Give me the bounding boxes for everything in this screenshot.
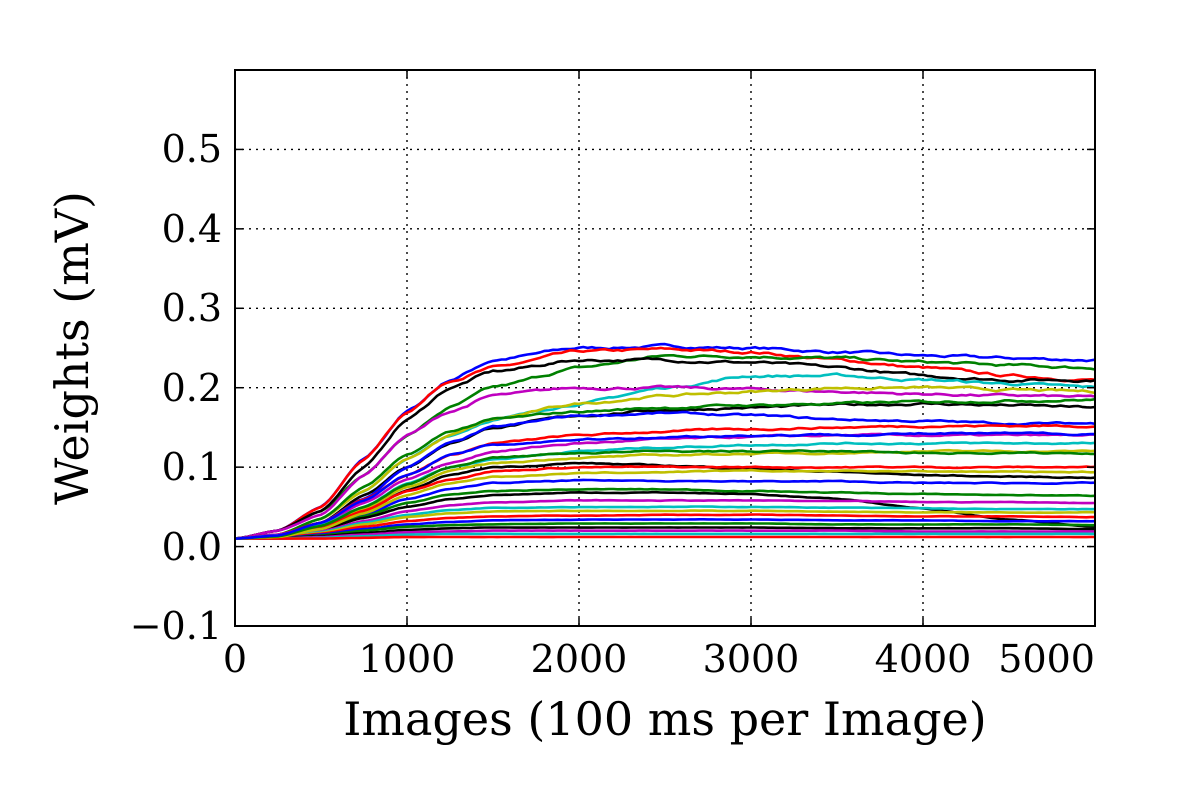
y-tick-labels: −0.1 0.0 0.1 0.2 0.3 0.4 0.5 [130, 127, 222, 648]
x-axis-label: Images (100 ms per Image) [343, 692, 986, 746]
plot-frame [234, 69, 1096, 627]
x-tick-label: 1000 [359, 637, 456, 681]
series-line-4 [234, 356, 1096, 540]
series-line-22 [235, 509, 1095, 540]
series-line-2 [234, 346, 1096, 540]
series-line-8 [234, 401, 1096, 540]
series-line-29 [235, 535, 1095, 540]
series-line-6 [234, 384, 1096, 540]
series-line-30 [234, 468, 1096, 540]
series-line-27 [235, 529, 1095, 540]
x-tick-label: 5000 [998, 637, 1095, 681]
y-tick-label: 0.3 [162, 286, 222, 330]
series-line-15 [234, 448, 1096, 540]
y-tick-label: 0.5 [162, 127, 222, 171]
x-tick-label: 2000 [531, 637, 628, 681]
series-group [234, 342, 1096, 540]
series-line-21 [235, 505, 1096, 540]
x-tick-label: 0 [223, 637, 247, 681]
series-line-20 [235, 498, 1096, 540]
x-tick-label: 4000 [875, 637, 972, 681]
series-line-24 [235, 517, 1096, 540]
series-line-26 [235, 526, 1096, 540]
series-line-9 [234, 410, 1096, 540]
series-line-31 [234, 449, 1096, 540]
x-tick-label: 3000 [703, 637, 800, 681]
series-line-18 [234, 487, 1096, 540]
y-tick-label: 0.2 [162, 366, 222, 410]
x-tick-labels: 0 1000 2000 3000 4000 5000 [223, 637, 1095, 681]
series-line-32 [234, 431, 1095, 540]
series-line-7 [234, 385, 1096, 540]
series-line-23 [235, 513, 1095, 540]
series-line-16 [234, 465, 1096, 540]
series-line-10 [234, 397, 1096, 540]
y-tick-label: 0.1 [162, 445, 222, 489]
y-axis-label: Weights (mV) [45, 191, 99, 505]
series-line-28 [235, 532, 1095, 540]
series-line-17 [234, 478, 1096, 540]
series-line-25 [235, 522, 1095, 540]
axis-ticks [234, 70, 1096, 627]
y-tick-label: −0.1 [130, 604, 222, 648]
y-tick-label: 0.4 [162, 207, 222, 251]
y-tick-label: 0.0 [162, 525, 222, 569]
